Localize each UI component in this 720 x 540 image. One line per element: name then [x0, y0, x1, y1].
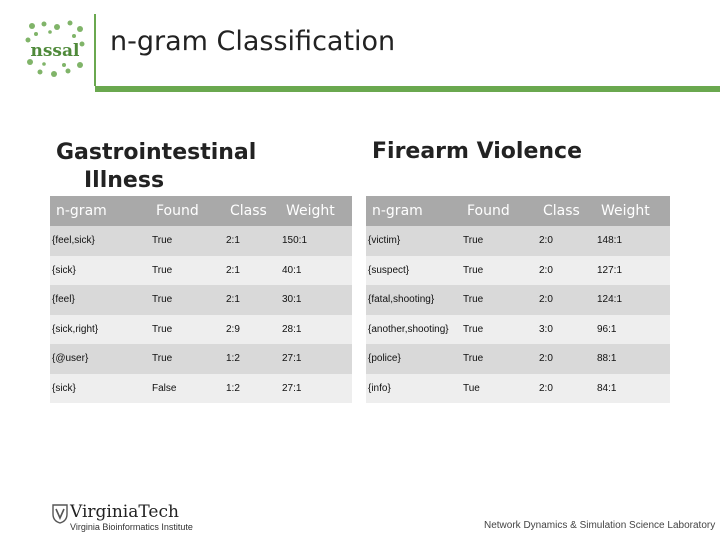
cell-class: 3:0	[537, 314, 595, 344]
table-row: {feel} True 2:1 30:1	[50, 285, 352, 315]
cell-weight: 27:1	[280, 373, 352, 403]
cell-weight: 88:1	[595, 344, 670, 374]
cell-found: True	[150, 344, 224, 374]
cell-ngram: {feel}	[50, 285, 150, 315]
cell-found: False	[150, 373, 224, 403]
cell-ngram: {info}	[366, 373, 461, 403]
cell-weight: 148:1	[595, 226, 670, 256]
lab-name: Network Dynamics & Simulation Science La…	[484, 520, 716, 531]
cell-class: 2:1	[224, 255, 280, 285]
cell-ngram: {@user}	[50, 344, 150, 374]
cell-class: 2:0	[537, 226, 595, 256]
fv-heading: Firearm Violence	[372, 139, 582, 164]
cell-weight: 27:1	[280, 344, 352, 374]
cell-ngram: {suspect}	[366, 255, 461, 285]
gi-table-header: n-gram Found Class Weight	[50, 196, 352, 226]
gi-col-weight: Weight	[280, 196, 352, 226]
fv-col-found: Found	[461, 196, 537, 226]
gi-col-class: Class	[224, 196, 280, 226]
cell-found: True	[461, 314, 537, 344]
logo-lettering: nssal	[31, 41, 81, 61]
table-row: {another,shooting} True 3:0 96:1	[366, 314, 670, 344]
cell-class: 2:1	[224, 226, 280, 256]
gi-col-ngram: n-gram	[50, 196, 150, 226]
fv-col-ngram: n-gram	[366, 196, 461, 226]
cell-found: True	[150, 226, 224, 256]
table-row: {feel,sick} True 2:1 150:1	[50, 226, 352, 256]
cell-ngram: {fatal,shooting}	[366, 285, 461, 315]
cell-class: 2:0	[537, 255, 595, 285]
nssal-logo: nssal	[22, 18, 88, 80]
table-row: {sick,right} True 2:9 28:1	[50, 314, 352, 344]
table-row: {police} True 2:0 88:1	[366, 344, 670, 374]
cell-weight: 28:1	[280, 314, 352, 344]
title-divider-horizontal	[95, 86, 720, 92]
table-row: {victim} True 2:0 148:1	[366, 226, 670, 256]
cell-class: 2:0	[537, 373, 595, 403]
cell-found: True	[461, 285, 537, 315]
vbi-label: Virginia Bioinformatics Institute	[70, 522, 193, 532]
table-row: {@user} True 1:2 27:1	[50, 344, 352, 374]
cell-ngram: {another,shooting}	[366, 314, 461, 344]
gi-heading: Gastrointestinal Illness	[56, 139, 256, 195]
fv-col-weight: Weight	[595, 196, 670, 226]
cell-weight: 127:1	[595, 255, 670, 285]
table-row: {fatal,shooting} True 2:0 124:1	[366, 285, 670, 315]
cell-class: 1:2	[224, 344, 280, 374]
cell-weight: 40:1	[280, 255, 352, 285]
cell-class: 1:2	[224, 373, 280, 403]
cell-weight: 124:1	[595, 285, 670, 315]
cell-weight: 150:1	[280, 226, 352, 256]
cell-class: 2:1	[224, 285, 280, 315]
cell-ngram: {sick}	[50, 373, 150, 403]
cell-found: True	[461, 255, 537, 285]
fv-col-class: Class	[537, 196, 595, 226]
cell-found: True	[150, 255, 224, 285]
gi-heading-line1: Gastrointestinal	[56, 140, 257, 165]
cell-class: 2:9	[224, 314, 280, 344]
cell-weight: 84:1	[595, 373, 670, 403]
fv-table-header: n-gram Found Class Weight	[366, 196, 670, 226]
vt-shield-icon	[52, 504, 68, 524]
table-row: {sick} False 1:2 27:1	[50, 373, 352, 403]
gi-col-found: Found	[150, 196, 224, 226]
cell-found: Tue	[461, 373, 537, 403]
table-row: {suspect} True 2:0 127:1	[366, 255, 670, 285]
cell-ngram: {victim}	[366, 226, 461, 256]
gi-heading-line2: Illness	[84, 168, 165, 193]
gi-table: n-gram Found Class Weight {feel,sick} Tr…	[50, 196, 352, 403]
cell-ngram: {police}	[366, 344, 461, 374]
cell-ngram: {feel,sick}	[50, 226, 150, 256]
cell-weight: 30:1	[280, 285, 352, 315]
cell-found: True	[461, 344, 537, 374]
vt-wordmark: VirginiaTech	[70, 502, 179, 522]
cell-class: 2:0	[537, 344, 595, 374]
cell-ngram: {sick,right}	[50, 314, 150, 344]
cell-found: True	[461, 226, 537, 256]
title-divider-vertical	[94, 14, 96, 86]
fv-table: n-gram Found Class Weight {victim} True …	[366, 196, 670, 403]
cell-found: True	[150, 314, 224, 344]
table-row: {info} Tue 2:0 84:1	[366, 373, 670, 403]
cell-ngram: {sick}	[50, 255, 150, 285]
cell-class: 2:0	[537, 285, 595, 315]
table-row: {sick} True 2:1 40:1	[50, 255, 352, 285]
slide-title: n-gram Classification	[110, 26, 396, 57]
cell-found: True	[150, 285, 224, 315]
cell-weight: 96:1	[595, 314, 670, 344]
